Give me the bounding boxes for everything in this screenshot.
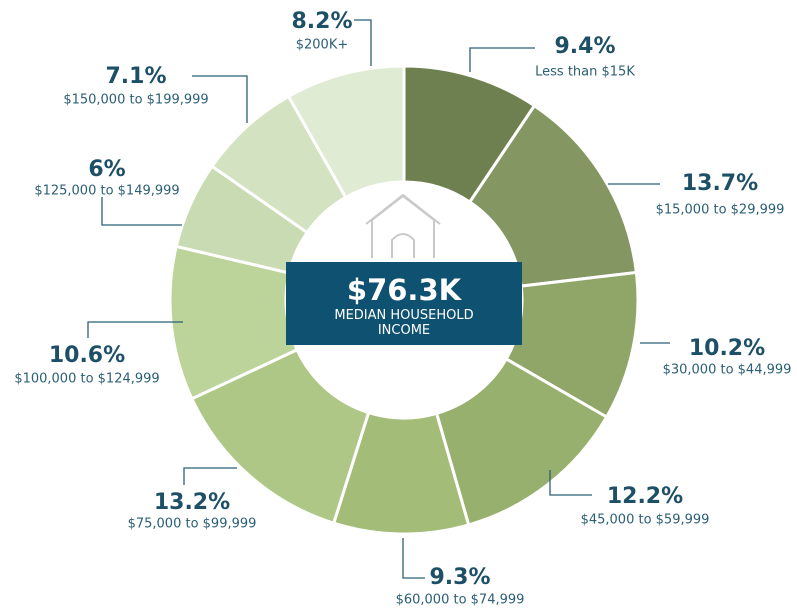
center-label: MEDIAN HOUSEHOLD INCOME (334, 308, 474, 338)
value-label: 8.2% (291, 9, 352, 34)
category-label: Less than $15K (535, 65, 635, 80)
value-label: 12.2% (607, 484, 683, 509)
value-label: 13.2% (154, 490, 230, 515)
donut-segment (189, 347, 371, 526)
center-box: $76.3K MEDIAN HOUSEHOLD INCOME (286, 262, 522, 345)
leader-line (469, 47, 535, 72)
house-icon (365, 193, 441, 258)
category-label: $150,000 to $199,999 (63, 93, 208, 108)
leader-line (87, 321, 183, 338)
value-label: 10.6% (49, 343, 125, 368)
value-label: 7.1% (105, 64, 166, 89)
category-label: $100,000 to $124,999 (14, 372, 159, 387)
leader-line (354, 19, 372, 66)
value-label: 9.3% (429, 565, 490, 590)
category-label: $15,000 to $29,999 (656, 203, 785, 218)
center-value: $76.3K (346, 273, 462, 307)
leader-line (183, 467, 237, 485)
category-label: $60,000 to $74,999 (396, 593, 525, 608)
category-label: $75,000 to $99,999 (128, 517, 257, 532)
value-label: 6% (88, 157, 125, 182)
leader-line (549, 470, 592, 496)
value-label: 9.4% (554, 34, 615, 59)
labels: 9.4% Less than $15K 13.7% $15,000 to $29,99… (14, 9, 791, 608)
value-label: 10.2% (689, 336, 765, 361)
category-label: $45,000 to $59,999 (581, 513, 710, 528)
donut-segment (286, 64, 406, 200)
category-label: $200K+ (296, 38, 349, 53)
value-label: 13.7% (682, 171, 758, 196)
leader-line (402, 538, 425, 579)
segments (168, 64, 640, 536)
leader-line (192, 75, 248, 123)
leader-line (101, 197, 182, 226)
category-label: $30,000 to $44,999 (663, 363, 792, 378)
category-label: $125,000 to $149,999 (34, 184, 179, 199)
